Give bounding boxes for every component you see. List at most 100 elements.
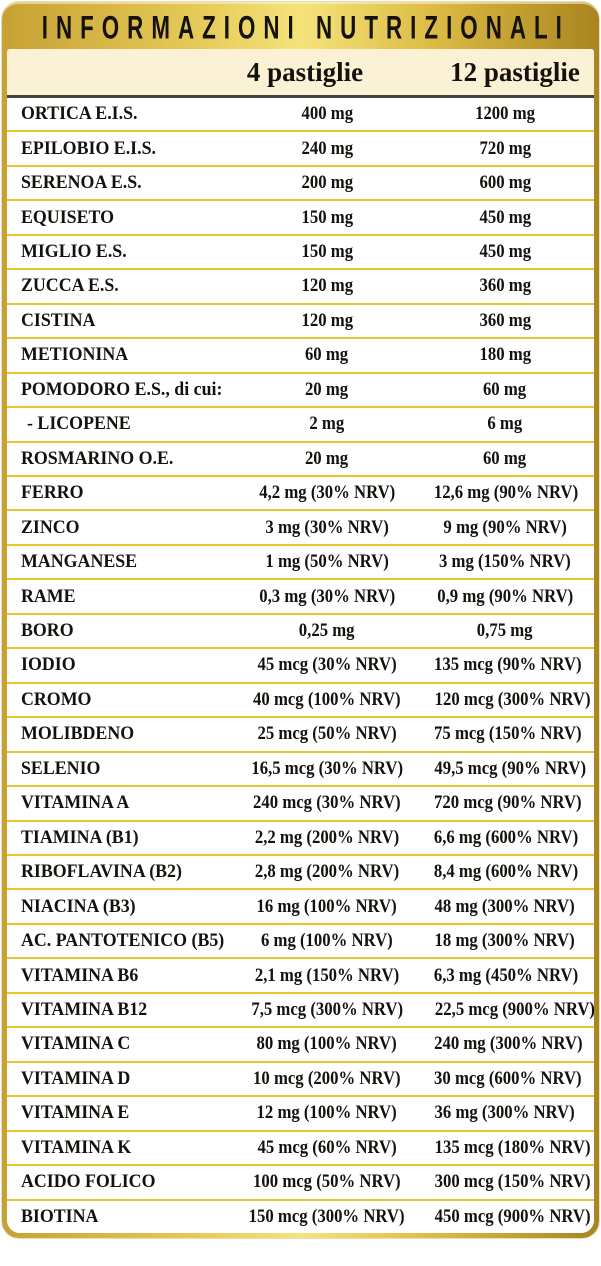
column-header-12-pastiglie: 12 pastiglie	[450, 56, 580, 87]
table-row: FERRO 4,2 mg (30% NRV) 12,6 mg (90% NRV)	[7, 476, 594, 512]
table-row: CISTINA 120 mg 360 mg	[7, 304, 594, 340]
nutrient-name: SERENOA E.S.	[21, 172, 142, 194]
value-4-pastiglie: 12 mg (100% NRV)	[256, 1102, 398, 1124]
value-12-pastiglie: 300 mcg (150% NRV)	[434, 1171, 591, 1193]
table-row: EPILOBIO E.I.S. 240 mg 720 mg	[7, 132, 594, 167]
table-row: VITAMINA E 12 mg (100% NRV) 36 mg (300% NR…	[7, 1097, 594, 1132]
value-12-pastiglie: 450 mg	[479, 206, 531, 228]
value-12-pastiglie: 450 mcg (900% NRV)	[434, 1205, 591, 1227]
value-4-pastiglie: 2,8 mg (200% NRV)	[254, 861, 400, 883]
value-4-pastiglie: 20 mg	[305, 447, 349, 469]
table-row: ZUCCA E.S. 120 mg 360 mg	[7, 270, 594, 305]
value-12-pastiglie: 240 mg (300% NRV)	[434, 1033, 583, 1055]
value-4-pastiglie: 120 mg	[301, 309, 353, 331]
nutrient-name: ROSMARINO O.E.	[21, 447, 174, 469]
nutrient-name: METIONINA	[21, 344, 129, 366]
value-4-pastiglie: 240 mg	[301, 137, 353, 159]
value-4-pastiglie: 80 mg (100% NRV)	[256, 1033, 398, 1055]
value-12-pastiglie: 360 mg	[479, 309, 531, 331]
table-row: CROMO 40 mcg (100% NRV) 120 mcg (300% NRV)	[7, 683, 594, 719]
table-row: AC. PANTOTENICO (B5) 6 mg (100% NRV) 18 mg…	[7, 924, 594, 960]
table-row: BIOTINA 150 mcg (300% NRV) 450 mcg (900% N…	[7, 1200, 594, 1233]
value-4-pastiglie: 6 mg (100% NRV)	[261, 930, 393, 952]
value-12-pastiglie: 60 mg	[483, 447, 527, 469]
value-12-pastiglie: 600 mg	[479, 172, 531, 194]
value-4-pastiglie: 7,5 mcg (300% NRV)	[251, 999, 403, 1020]
value-12-pastiglie: 120 mcg (300% NRV)	[434, 688, 591, 710]
value-4-pastiglie: 150 mg	[301, 241, 353, 263]
table-row: ORTICA E.I.S. 400 mg 1200 mg	[7, 98, 594, 133]
nutrient-name: FERRO	[21, 482, 84, 504]
table-row: VITAMINA B6 2,1 mg (150% NRV) 6,3 mg (450%…	[7, 959, 594, 994]
table-row: MIGLIO E.S. 150 mg 450 mg	[7, 235, 594, 271]
value-12-pastiglie: 6,6 mg (600% NRV)	[433, 826, 579, 848]
table-row: SERENOA E.S. 200 mg 600 mg	[7, 166, 594, 202]
value-12-pastiglie: 75 mcg (150% NRV)	[434, 723, 582, 745]
value-4-pastiglie: 20 mg	[305, 378, 349, 400]
value-12-pastiglie: 30 mcg (600% NRV)	[434, 1067, 582, 1089]
value-4-pastiglie: 40 mcg (100% NRV)	[253, 688, 401, 710]
table-row: - LICOPENE 2 mg 6 mg	[7, 408, 594, 443]
nutrient-name: ZUCCA E.S.	[21, 275, 119, 297]
table-row: MANGANESE 1 mg (50% NRV) 3 mg (150% NRV)	[7, 545, 594, 581]
nutrient-name: VITAMINA A	[21, 792, 130, 814]
table-row: METIONINA 60 mg 180 mg	[7, 339, 594, 374]
title-bar: INFORMAZIONI NUTRIZIONALI	[2, 2, 599, 51]
nutrient-name: VITAMINA E	[21, 1102, 130, 1124]
nutrient-name: SELENIO	[21, 757, 101, 779]
value-12-pastiglie: 12,6 mg (90% NRV)	[433, 482, 579, 504]
value-12-pastiglie: 450 mg	[479, 241, 531, 263]
column-header-row: 4 pastiglie 12 pastiglie	[7, 49, 594, 95]
value-12-pastiglie: 720 mcg (90% NRV)	[434, 792, 582, 814]
label-body: 4 pastiglie 12 pastiglie ORTICA E.I.S. 40…	[7, 49, 594, 1233]
value-12-pastiglie: 135 mcg (180% NRV)	[434, 1136, 591, 1158]
value-12-pastiglie: 1200 mg	[475, 103, 535, 125]
value-4-pastiglie: 25 mcg (50% NRV)	[257, 723, 397, 745]
value-12-pastiglie: 6 mg	[487, 413, 523, 435]
table-row: SELENIO 16,5 mcg (30% NRV) 49,5 mcg (90% N…	[7, 752, 594, 788]
nutrient-name: RAME	[21, 585, 76, 607]
value-12-pastiglie: 0,9 mg (90% NRV)	[437, 585, 573, 607]
table-row: ACIDO FOLICO 100 mcg (50% NRV) 300 mcg (15…	[7, 1166, 594, 1201]
value-4-pastiglie: 1 mg (50% NRV)	[265, 551, 389, 573]
nutrient-name: ZINCO	[21, 516, 80, 538]
table-row: ROSMARINO O.E. 20 mg 60 mg	[7, 442, 594, 477]
value-12-pastiglie: 36 mg (300% NRV)	[434, 1102, 576, 1124]
nutrient-name: TIAMINA (B1)	[21, 826, 139, 848]
nutrient-name: - LICOPENE	[27, 413, 131, 435]
value-4-pastiglie: 150 mg	[301, 206, 353, 228]
nutrient-name: EQUISETO	[21, 206, 114, 228]
header-divider	[7, 95, 594, 98]
table-row: RAME 0,3 mg (30% NRV) 0,9 mg (90% NRV)	[7, 580, 594, 615]
value-12-pastiglie: 720 mg	[479, 137, 531, 159]
table-row: MOLIBDENO 25 mcg (50% NRV) 75 mcg (150% NR…	[7, 718, 594, 753]
nutrient-name: EPILOBIO E.I.S.	[21, 137, 156, 159]
value-12-pastiglie: 8,4 mg (600% NRV)	[433, 861, 579, 883]
value-4-pastiglie: 2,1 mg (150% NRV)	[254, 964, 400, 986]
table-row: POMODORO E.S., di cui: 20 mg 60 mg	[7, 373, 594, 409]
nutrient-name: NIACINA (B3)	[21, 895, 136, 917]
table-row: RIBOFLAVINA (B2) 2,8 mg (200% NRV) 8,4 mg …	[7, 855, 594, 891]
value-4-pastiglie: 10 mcg (200% NRV)	[253, 1067, 401, 1089]
value-12-pastiglie: 18 mg (300% NRV)	[434, 930, 576, 952]
value-12-pastiglie: 6,3 mg (450% NRV)	[433, 964, 579, 986]
value-12-pastiglie: 3 mg (150% NRV)	[439, 551, 571, 573]
value-4-pastiglie: 4,2 mg (30% NRV)	[259, 482, 395, 504]
nutrient-name: BORO	[21, 620, 74, 642]
nutrient-name: CROMO	[21, 688, 92, 710]
value-4-pastiglie: 120 mg	[301, 275, 353, 297]
value-4-pastiglie: 240 mcg (30% NRV)	[253, 792, 401, 814]
gold-frame: INFORMAZIONI NUTRIZIONALI 4 pastiglie 12…	[2, 2, 599, 1238]
table-row: VITAMINA K 45 mcg (60% NRV) 135 mcg (180% …	[7, 1131, 594, 1167]
nutrient-name: RIBOFLAVINA (B2)	[21, 861, 182, 883]
value-4-pastiglie: 2 mg	[309, 413, 345, 435]
page-title: INFORMAZIONI NUTRIZIONALI	[41, 8, 571, 46]
value-12-pastiglie: 0,75 mg	[477, 620, 533, 642]
value-4-pastiglie: 200 mg	[301, 172, 353, 194]
value-12-pastiglie: 60 mg	[483, 378, 527, 400]
value-4-pastiglie: 2,2 mg (200% NRV)	[254, 826, 400, 848]
nutrient-name: VITAMINA D	[21, 1067, 131, 1089]
nutrient-name: IODIO	[21, 654, 76, 676]
table-row: TIAMINA (B1) 2,2 mg (200% NRV) 6,6 mg (600…	[7, 821, 594, 856]
